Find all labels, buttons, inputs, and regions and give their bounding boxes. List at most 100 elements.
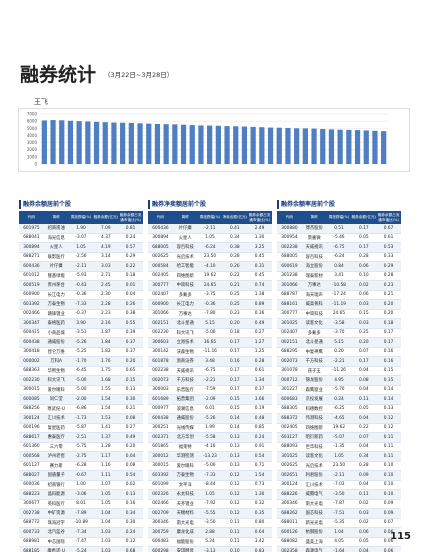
table-cell: 300880 — [277, 224, 302, 234]
table-cell: 同仁堂 — [43, 394, 69, 405]
bar — [311, 128, 317, 164]
table-cell: 0.61 — [247, 366, 272, 376]
table-cell: 300015 — [19, 385, 44, 395]
bar — [285, 127, 291, 164]
table-row: 601099 太平洋 -8.44 0.12 0.73 — [148, 480, 272, 490]
table-cell: -6.28 — [68, 461, 94, 471]
page-number: 115 — [390, 531, 411, 542]
table-cell: 002738 — [19, 508, 44, 519]
column-header: 简称 — [172, 211, 198, 224]
table-block: 融券净卖额居前个股 代码 简称 周涨跌幅(%) 净卖出额(亿元) 融券余额占流通市值比(%… — [148, 200, 272, 552]
table-cell: 300954 — [277, 233, 302, 243]
table-row: 301025 读客文化 1.05 0.34 0.11 — [277, 451, 401, 462]
table-cell: 1.04 — [326, 527, 352, 538]
table-cell: 1.07 — [93, 480, 119, 490]
table-cell: 招商银行 — [43, 480, 69, 490]
table-row: 000584 哈工智能 -4.10 0.26 0.31 — [148, 261, 272, 272]
table-cell: 0.25 — [222, 299, 248, 310]
table-cell: 3.42 — [247, 537, 272, 547]
table-cell: 601127 — [19, 461, 44, 471]
table-cell: -3.50 — [197, 518, 223, 528]
table-cell: 688226 — [277, 489, 302, 500]
bar — [215, 125, 221, 164]
table-cell: 招商南油 — [43, 224, 69, 234]
table-row: 301025 读客文化 -3.58 0.03 0.18 — [277, 318, 401, 329]
table-cell: 0.17 — [351, 242, 377, 253]
column-header: 代码 — [277, 211, 302, 224]
table-block: 融券余额率居前个股 代码 简称 周涨跌幅(%) 融券余额(亿元) 融券余额占流通市值比(%… — [277, 200, 401, 552]
table-cell: 0.61 — [376, 233, 401, 243]
table-cell: 0.21 — [222, 280, 248, 291]
table-cell: -2.21 — [326, 356, 352, 367]
table-cell: 002230 — [19, 375, 44, 386]
table-cell: 000568 — [19, 451, 44, 462]
table-cell: 0.24 — [118, 233, 143, 243]
column-header: 代码 — [19, 211, 44, 224]
table-cell: 0.10 — [222, 546, 248, 552]
table-cell: 拓普集团 — [172, 394, 198, 405]
table-row: 600436 片仔癀 -2.11 0.41 2.49 — [148, 224, 272, 234]
table-cell: 301078 — [277, 366, 302, 376]
table-row: 002738 中矿资源 -7.89 1.04 0.34 — [19, 508, 143, 519]
table-cell: 601012 — [19, 271, 44, 281]
table-cell: 中复神鹰 — [301, 347, 327, 357]
table-row: 002407 多氟多 -3.70 0.25 0.17 — [277, 328, 401, 338]
table-cell: -6.45 — [68, 366, 94, 376]
table-cell: 泰格医药 — [43, 318, 69, 329]
table-cell: 601689 — [148, 394, 173, 405]
table-cell: -10.58 — [326, 280, 352, 291]
table-cell: 0.17 — [351, 356, 377, 367]
table-cell: 万事达 — [172, 309, 198, 319]
table-cell: -3.07 — [68, 233, 94, 243]
table-cell: 博杰股份 — [301, 224, 327, 234]
table-row: 601975 招商南油 1.90 7.09 0.81 — [19, 224, 143, 234]
table-cell: 0.30 — [118, 518, 143, 528]
table-cell: 0.12 — [222, 499, 248, 509]
table-cell: 0.13 — [376, 404, 401, 414]
table-cell: 中简科技 — [301, 309, 327, 319]
table-cell: 0.12 — [222, 470, 248, 481]
bar — [250, 126, 256, 164]
table-cell: 600900 — [19, 290, 44, 300]
author: 王飞 — [34, 98, 48, 106]
table-cell: 华测检测 — [172, 451, 198, 462]
table-cell: 5.15 — [326, 337, 352, 348]
table-cell: 0.54 — [247, 451, 272, 462]
table-cell: 国盾量子 — [43, 470, 69, 481]
table-cell: 利君股份 — [301, 470, 327, 481]
table-row: 600196 复星医药 -5.87 1.41 0.27 — [19, 423, 143, 433]
table-cell: -10.89 — [68, 518, 94, 528]
table-cell: 0.22 — [222, 271, 248, 281]
table-cell: 0.15 — [118, 375, 143, 386]
table-title: 融券净卖额居前个股 — [148, 200, 272, 209]
table-cell: -5.00 — [68, 375, 94, 386]
table-cell: 贵州茅台 — [43, 280, 69, 291]
bar — [76, 121, 82, 164]
table-cell: 威腾电气 — [301, 489, 327, 500]
table-cell: 5.24 — [197, 537, 223, 547]
bar — [320, 129, 326, 164]
table-row: 300954 景嘉微 -5.46 0.05 0.61 — [277, 233, 401, 243]
table-cell: 0.18 — [118, 271, 143, 281]
table-cell: 1.76 — [93, 356, 119, 367]
table-cell: 0.33 — [376, 252, 401, 262]
table-row: 002151 北斗星通 5.15 0.20 0.49 — [148, 318, 272, 329]
table-cell: -3.75 — [197, 290, 223, 300]
table-cell: 600436 — [19, 261, 44, 272]
table-cell: 国芯科技 — [301, 508, 327, 519]
table-cell: 3.66 — [247, 394, 272, 405]
table-row: 600900 长江电力 -0.36 0.25 0.89 — [148, 299, 272, 310]
table-cell: 0.11 — [222, 537, 248, 547]
table-cell: 0.20 — [376, 299, 401, 310]
table-row: 000977 浪潮信息 6.01 0.15 0.19 — [148, 404, 272, 414]
table-row: 688981 中芯国际 -7.47 1.03 0.12 — [19, 537, 143, 547]
table-row: 688372 伟测科技 -4.65 0.04 0.12 — [277, 413, 401, 424]
table-cell: 0.24 — [326, 394, 352, 405]
table-cell: 0.02 — [118, 480, 143, 490]
table-cell: 0.16 — [118, 499, 143, 509]
table-cell: 0.34 — [118, 508, 143, 519]
table-cell: 0.07 — [376, 518, 401, 528]
table-cell: 1.99 — [197, 423, 223, 433]
table-cell: -7.59 — [197, 385, 223, 395]
table-cell: 光启技术 — [172, 252, 198, 262]
